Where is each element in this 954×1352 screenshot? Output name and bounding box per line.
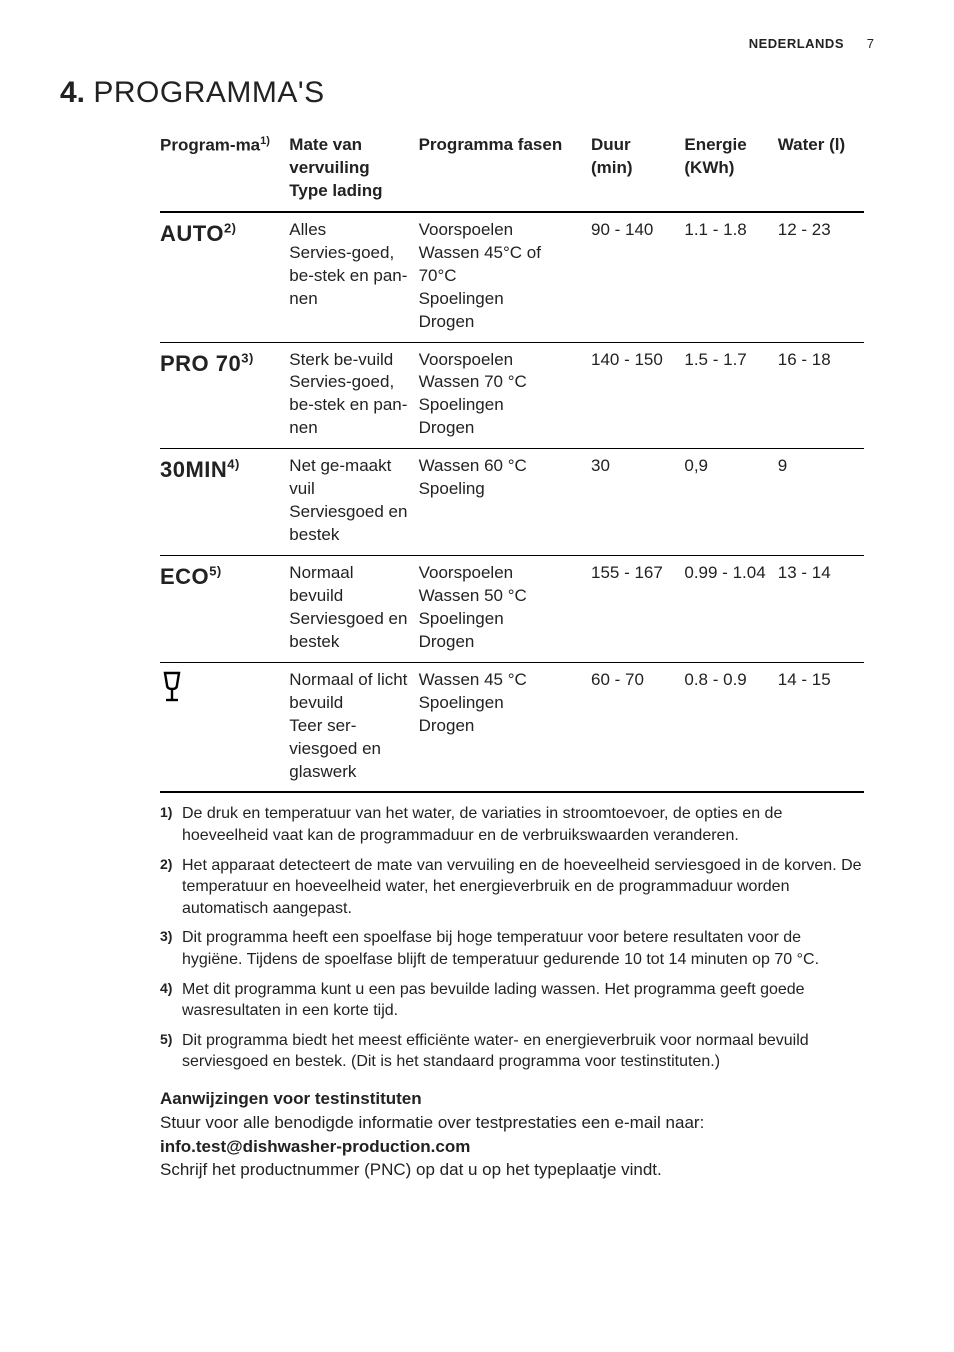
test-info: Aanwijzingen voor testinstituten Stuur v… xyxy=(160,1087,864,1182)
header-page-number: 7 xyxy=(867,36,874,51)
cell-soil: Normaal bevuildServiesgoed en bestek xyxy=(289,556,418,663)
cell-program: ECO5) xyxy=(160,556,289,663)
col-phases: Programma fasen xyxy=(419,128,591,212)
cell-energy: 1.1 - 1.8 xyxy=(684,212,777,342)
cell-duration: 30 xyxy=(591,449,684,556)
cell-water: 12 - 23 xyxy=(778,212,864,342)
cell-soil: Net ge-maakt vuilServiesgoed en bestek xyxy=(289,449,418,556)
cell-duration: 140 - 150 xyxy=(591,342,684,449)
table-row: ECO5) Normaal bevuildServiesgoed en beste… xyxy=(160,556,864,663)
cell-phases: Wassen 45 °CSpoelingenDrogen xyxy=(419,662,591,792)
cell-energy: 0,9 xyxy=(684,449,777,556)
cell-phases: Wassen 60 °CSpoeling xyxy=(419,449,591,556)
footnote-number: 4) xyxy=(160,979,182,1022)
content: Program-ma1) Mate van vervuilingType lad… xyxy=(160,128,864,1182)
cell-water: 13 - 14 xyxy=(778,556,864,663)
test-info-title: Aanwijzingen voor testinstituten xyxy=(160,1087,864,1111)
table-row: PRO 703) Sterk be-vuildServies-goed, be-s… xyxy=(160,342,864,449)
test-info-line2: Schrijf het productnummer (PNC) op dat u… xyxy=(160,1158,864,1182)
cell-soil: AllesServies-goed, be-stek en pan-nen xyxy=(289,212,418,342)
cell-energy: 0.99 - 1.04 xyxy=(684,556,777,663)
cell-soil: Normaal of licht bevuildTeer ser-viesgoe… xyxy=(289,662,418,792)
cell-program: AUTO2) xyxy=(160,212,289,342)
col-duration: Duur (min) xyxy=(591,128,684,212)
cell-duration: 60 - 70 xyxy=(591,662,684,792)
cell-soil: Sterk be-vuildServies-goed, be-stek en p… xyxy=(289,342,418,449)
cell-phases: VoorspoelenWassen 70 °CSpoelingenDrogen xyxy=(419,342,591,449)
program-name: AUTO2) xyxy=(160,221,237,246)
footnote: 1)De druk en temperatuur van het water, … xyxy=(160,803,864,846)
footnote-text: Het apparaat detecteert de mate van verv… xyxy=(182,855,864,920)
footnote-number: 5) xyxy=(160,1030,182,1073)
section-title-text: PROGRAMMA'S xyxy=(93,76,324,109)
footnotes: 1)De druk en temperatuur van het water, … xyxy=(160,803,864,1073)
table-row: Normaal of licht bevuildTeer ser-viesgoe… xyxy=(160,662,864,792)
test-info-line1: Stuur voor alle benodigde informatie ove… xyxy=(160,1111,864,1135)
cell-program: PRO 703) xyxy=(160,342,289,449)
footnote: 3)Dit programma heeft een spoelfase bij … xyxy=(160,927,864,970)
footnote-text: Dit programma biedt het meest efficiënte… xyxy=(182,1030,864,1073)
col-soil: Mate van vervuilingType lading xyxy=(289,128,418,212)
page: NEDERLANDS 7 4. PROGRAMMA'S Program-ma1)… xyxy=(0,0,954,1352)
cell-program: 30MIN4) xyxy=(160,449,289,556)
table-body: AUTO2) AllesServies-goed, be-stek en pan-… xyxy=(160,212,864,793)
table-row: 30MIN4) Net ge-maakt vuilServiesgoed en b… xyxy=(160,449,864,556)
col-water: Water (l) xyxy=(778,128,864,212)
footnote: 4)Met dit programma kunt u een pas bevui… xyxy=(160,979,864,1022)
table-row: AUTO2) AllesServies-goed, be-stek en pan-… xyxy=(160,212,864,342)
footnote-number: 1) xyxy=(160,803,182,846)
cell-water: 14 - 15 xyxy=(778,662,864,792)
footnote: 5)Dit programma biedt het meest efficiën… xyxy=(160,1030,864,1073)
program-name: ECO5) xyxy=(160,564,222,589)
cell-phases: VoorspoelenWassen 45°C of 70°CSpoelingen… xyxy=(419,212,591,342)
footnote-text: De druk en temperatuur van het water, de… xyxy=(182,803,864,846)
cell-energy: 0.8 - 0.9 xyxy=(684,662,777,792)
footnote-number: 3) xyxy=(160,927,182,970)
section-title: 4. PROGRAMMA'S xyxy=(60,76,894,110)
cell-duration: 155 - 167 xyxy=(591,556,684,663)
program-table: Program-ma1) Mate van vervuilingType lad… xyxy=(160,128,864,793)
section-number: 4. xyxy=(60,76,85,109)
table-header-row: Program-ma1) Mate van vervuilingType lad… xyxy=(160,128,864,212)
test-info-email: info.test@dishwasher-production.com xyxy=(160,1135,864,1159)
footnote-text: Met dit programma kunt u een pas bevuild… xyxy=(182,979,864,1022)
glass-icon xyxy=(160,671,184,703)
program-name: 30MIN4) xyxy=(160,457,240,482)
footnote-number: 2) xyxy=(160,855,182,920)
header-language: NEDERLANDS xyxy=(749,36,844,51)
cell-duration: 90 - 140 xyxy=(591,212,684,342)
cell-program xyxy=(160,662,289,792)
cell-energy: 1.5 - 1.7 xyxy=(684,342,777,449)
cell-water: 9 xyxy=(778,449,864,556)
cell-phases: VoorspoelenWassen 50 °CSpoelingenDrogen xyxy=(419,556,591,663)
cell-water: 16 - 18 xyxy=(778,342,864,449)
footnote-text: Dit programma heeft een spoelfase bij ho… xyxy=(182,927,864,970)
program-name: PRO 703) xyxy=(160,351,254,376)
col-energy: Energie (KWh) xyxy=(684,128,777,212)
col-program: Program-ma1) xyxy=(160,128,289,212)
footnote: 2)Het apparaat detecteert de mate van ve… xyxy=(160,855,864,920)
